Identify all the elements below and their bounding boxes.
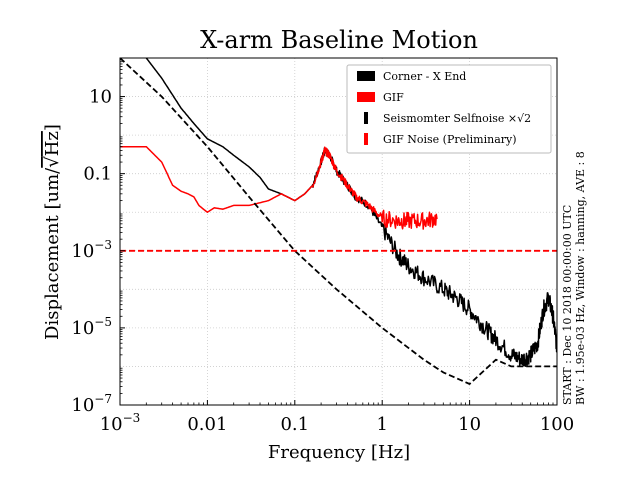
ticks: 10−3 0.01 0.1 1 10 100 10−7 10−5 10−3 0.1 10 (71, 59, 574, 435)
annotation-line-2: BW : 1.95e-03 Hz, Window : hanning, AVE … (574, 151, 587, 405)
ylabel-radical: √Hz (42, 131, 63, 168)
legend-swatch-2 (364, 112, 368, 124)
legend-label-3: GIF Noise (Preliminary) (383, 133, 517, 146)
ylabel-suffix: ] (42, 124, 63, 131)
y-axis-label: Displacement [um/√Hz] (42, 124, 63, 340)
legend-label-1: GIF (383, 91, 404, 104)
x-tick-label: 0.01 (187, 414, 227, 435)
chart-title: X-arm Baseline Motion (200, 26, 478, 54)
legend-swatch-1 (357, 92, 375, 102)
y-tick-label: 10−3 (71, 238, 112, 262)
ylabel-prefix: Displacement [um/ (42, 167, 63, 340)
legend-swatch-0 (357, 71, 375, 81)
legend: Corner - X End GIF Seismomter Selfnoise ×√… (346, 64, 552, 154)
legend-swatch-3 (364, 133, 368, 145)
y-tick-label: 10−5 (71, 315, 112, 339)
series-line-0 (145, 58, 557, 367)
y-tick-label: 10 (89, 87, 112, 108)
x-tick-label: 1 (376, 414, 387, 435)
x-tick-label: 10 (458, 414, 481, 435)
legend-label-0: Corner - X End (383, 70, 466, 83)
y-tick-label: 10−7 (71, 392, 112, 416)
annotation-line-1: START : Dec 10 2018 00:00:00 UTC (561, 205, 574, 405)
series-layer (120, 58, 557, 385)
legend-box (346, 64, 552, 154)
svg-text:Displacement [um/√Hz]: Displacement [um/√Hz] (42, 124, 63, 340)
x-tick-label: 0.1 (280, 414, 309, 435)
legend-label-2: Seismomter Selfnoise ×√2 (383, 112, 531, 125)
series-line-1 (120, 145, 438, 230)
annotation: START : Dec 10 2018 00:00:00 UTC BW : 1.… (561, 151, 587, 405)
x-axis-label: Frequency [Hz] (268, 442, 410, 463)
y-tick-label: 0.1 (83, 164, 112, 185)
series-line-2 (120, 58, 557, 385)
x-tick-label: 100 (540, 414, 574, 435)
plot-frame (119, 57, 558, 406)
x-tick-label: 10−3 (100, 411, 141, 435)
